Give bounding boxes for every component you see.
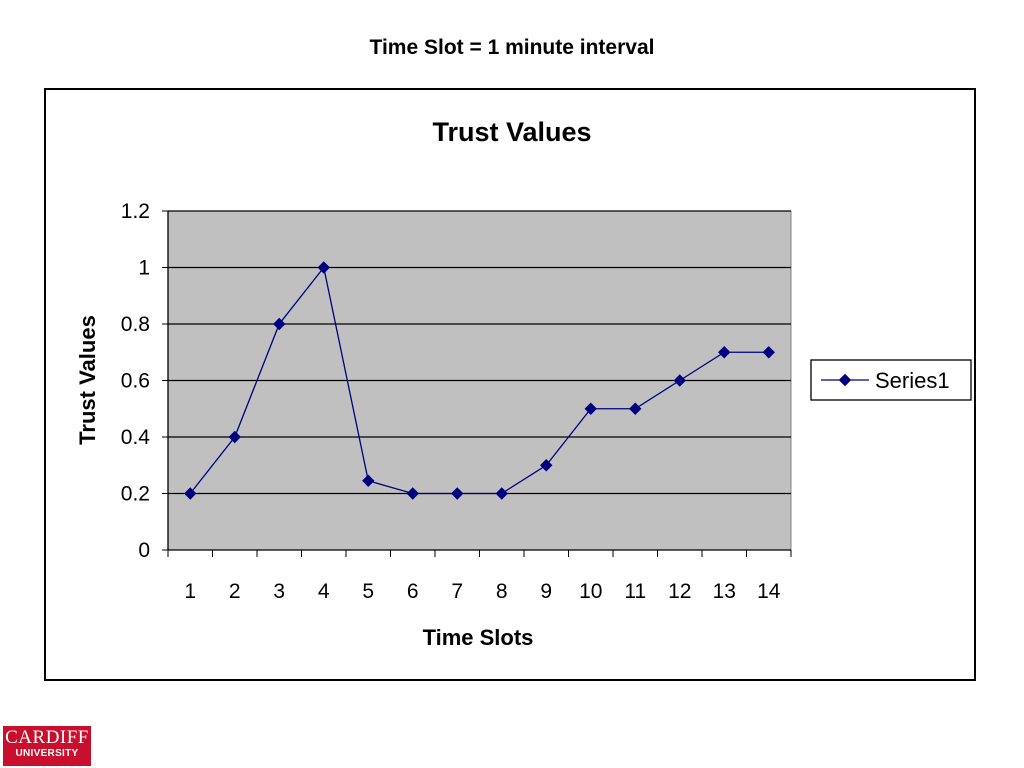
logo-line-1: CARDIFF — [5, 727, 89, 748]
data-point — [228, 430, 241, 444]
data-point — [184, 487, 197, 500]
x-tick-label: 12 — [668, 580, 691, 603]
slide-title: Time Slot = 1 minute interval — [369, 36, 655, 59]
legend-label: Series1 — [875, 368, 950, 393]
data-point — [718, 346, 731, 359]
y-tick-label: 0.8 — [121, 313, 150, 336]
data-point — [584, 402, 597, 415]
x-tick-label: 7 — [451, 580, 463, 603]
y-tick-label: 1 — [138, 257, 150, 280]
data-point — [273, 317, 286, 331]
x-tick-label: 3 — [273, 580, 285, 603]
y-tick-label: 1.2 — [121, 200, 150, 223]
data-point — [451, 487, 464, 500]
x-tick-label: 2 — [229, 580, 241, 603]
cardiff-university-logo: CARDIFF UNIVERSITY — [3, 726, 91, 766]
data-point — [406, 487, 419, 500]
x-axis-label: Time Slots — [423, 625, 534, 650]
data-point — [317, 261, 330, 274]
x-tick-label: 10 — [579, 580, 602, 603]
x-tick-label: 8 — [496, 580, 508, 603]
x-tick-label: 14 — [757, 580, 781, 603]
x-tick-label: 4 — [318, 580, 330, 603]
x-tick-label: 1 — [184, 580, 196, 603]
chart-frame: Trust Values 0 0.2 0.4 0.6 0.8 1 1.2 1 2 3 4 5 6 7 8 9 10… — [44, 88, 976, 681]
data-point — [762, 346, 775, 359]
y-tick-label: 0.4 — [121, 426, 151, 449]
chart-title: Trust Values — [432, 117, 591, 147]
data-point — [495, 487, 508, 500]
x-tick-label: 13 — [713, 580, 736, 603]
x-tick-label: 5 — [362, 580, 374, 603]
data-point — [362, 474, 375, 487]
data-point — [540, 459, 553, 472]
y-tick-label: 0.6 — [121, 370, 150, 393]
x-tick-label: 6 — [407, 580, 419, 603]
data-point — [673, 374, 686, 387]
y-tick-label: 0 — [138, 539, 150, 562]
x-tick-label: 11 — [624, 580, 646, 603]
x-tick-label: 9 — [540, 580, 552, 603]
data-point — [629, 402, 642, 415]
y-axis-label: Trust Values — [75, 315, 100, 445]
series-line — [189, 266, 769, 495]
logo-line-2: UNIVERSITY — [15, 748, 79, 759]
y-tick-label: 0.2 — [121, 483, 150, 506]
legend-marker — [838, 373, 852, 387]
